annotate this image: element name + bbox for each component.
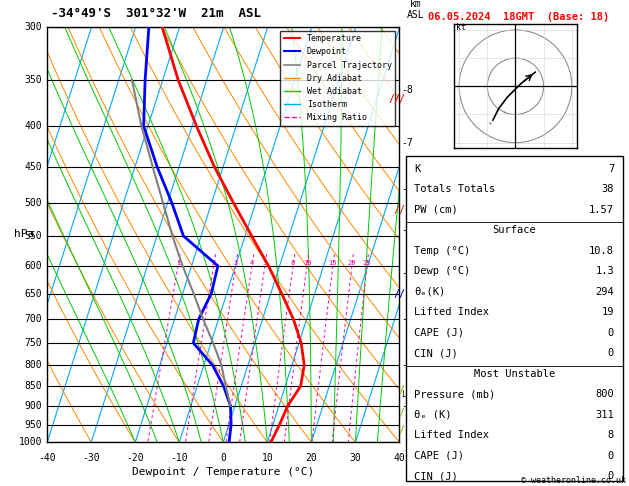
FancyBboxPatch shape xyxy=(406,156,623,481)
Text: +: + xyxy=(488,120,493,126)
Text: θₑ (K): θₑ (K) xyxy=(415,410,452,420)
Text: 0: 0 xyxy=(608,471,614,481)
Text: -2: -2 xyxy=(401,360,413,370)
Text: 25: 25 xyxy=(363,260,371,266)
Text: 0: 0 xyxy=(608,451,614,461)
Text: -30: -30 xyxy=(82,452,100,463)
Text: -8: -8 xyxy=(401,85,413,95)
Text: -20: -20 xyxy=(126,452,144,463)
Text: 2: 2 xyxy=(211,260,216,266)
Text: 450: 450 xyxy=(25,162,42,172)
Text: 294: 294 xyxy=(595,287,614,297)
Text: 400: 400 xyxy=(25,121,42,131)
Text: Mixing Ratio (g/kg): Mixing Ratio (g/kg) xyxy=(440,179,450,290)
Text: -3: -3 xyxy=(401,314,413,324)
Text: 950: 950 xyxy=(25,419,42,430)
Text: 800: 800 xyxy=(595,389,614,399)
Text: Dewpoint / Temperature (°C): Dewpoint / Temperature (°C) xyxy=(132,467,314,477)
Text: CIN (J): CIN (J) xyxy=(415,348,458,358)
Text: /: / xyxy=(393,94,399,104)
Text: 30: 30 xyxy=(350,452,361,463)
Text: 500: 500 xyxy=(25,198,42,208)
Text: 0: 0 xyxy=(608,348,614,358)
Text: θₑ(K): θₑ(K) xyxy=(415,287,445,297)
Text: K: K xyxy=(415,164,421,174)
Text: PW (cm): PW (cm) xyxy=(415,205,458,215)
Text: -40: -40 xyxy=(38,452,56,463)
Text: kt: kt xyxy=(456,23,466,32)
Text: Dewp (°C): Dewp (°C) xyxy=(415,266,470,276)
Text: 550: 550 xyxy=(25,231,42,241)
Text: Most Unstable: Most Unstable xyxy=(474,369,555,379)
Text: 650: 650 xyxy=(25,289,42,298)
Text: CAPE (J): CAPE (J) xyxy=(415,451,464,461)
Text: © weatheronline.co.uk: © weatheronline.co.uk xyxy=(521,476,626,485)
Text: /: / xyxy=(398,408,404,418)
Text: -1: -1 xyxy=(401,401,413,411)
Text: 350: 350 xyxy=(25,75,42,85)
Text: /: / xyxy=(398,205,404,215)
Text: CIN (J): CIN (J) xyxy=(415,471,458,481)
Text: 15: 15 xyxy=(328,260,337,266)
Text: 06.05.2024  18GMT  (Base: 18): 06.05.2024 18GMT (Base: 18) xyxy=(428,12,610,22)
Text: 10.8: 10.8 xyxy=(589,246,614,256)
Text: 40: 40 xyxy=(394,452,405,463)
Text: -7: -7 xyxy=(401,138,413,148)
Text: Surface: Surface xyxy=(493,225,536,235)
Text: 10: 10 xyxy=(262,452,273,463)
Text: Lifted Index: Lifted Index xyxy=(415,307,489,317)
Text: 1.3: 1.3 xyxy=(595,266,614,276)
Text: km
ASL: km ASL xyxy=(406,0,424,20)
Text: 311: 311 xyxy=(595,410,614,420)
Legend: Temperature, Dewpoint, Parcel Trajectory, Dry Adiabat, Wet Adiabat, Isotherm, Mi: Temperature, Dewpoint, Parcel Trajectory… xyxy=(281,31,395,125)
Text: 7: 7 xyxy=(608,164,614,174)
Text: -5: -5 xyxy=(401,225,413,235)
Text: 1000: 1000 xyxy=(18,437,42,447)
Text: LCL: LCL xyxy=(401,390,416,399)
Text: 850: 850 xyxy=(25,381,42,391)
Text: -34°49'S  301°32'W  21m  ASL: -34°49'S 301°32'W 21m ASL xyxy=(51,7,260,20)
Text: /: / xyxy=(393,205,399,215)
Text: -6: -6 xyxy=(401,184,413,194)
Text: 38: 38 xyxy=(601,184,614,194)
Text: Pressure (mb): Pressure (mb) xyxy=(415,389,496,399)
Text: 10: 10 xyxy=(303,260,311,266)
Text: 8: 8 xyxy=(608,430,614,440)
Text: 5: 5 xyxy=(263,260,267,266)
Text: /: / xyxy=(398,94,404,104)
Text: hPa: hPa xyxy=(14,229,35,240)
Text: 19: 19 xyxy=(601,307,614,317)
Text: /: / xyxy=(398,385,404,395)
Text: 20: 20 xyxy=(306,452,317,463)
Text: Lifted Index: Lifted Index xyxy=(415,430,489,440)
Text: /: / xyxy=(398,289,404,298)
Text: 700: 700 xyxy=(25,314,42,324)
Text: 0: 0 xyxy=(220,452,226,463)
Text: 900: 900 xyxy=(25,401,42,411)
Text: 600: 600 xyxy=(25,261,42,271)
Text: 1.57: 1.57 xyxy=(589,205,614,215)
Text: 20: 20 xyxy=(348,260,356,266)
Text: 800: 800 xyxy=(25,360,42,370)
Text: CAPE (J): CAPE (J) xyxy=(415,328,464,338)
Text: 300: 300 xyxy=(25,22,42,32)
Text: Temp (°C): Temp (°C) xyxy=(415,246,470,256)
Text: -4: -4 xyxy=(401,268,413,278)
Text: +: + xyxy=(503,109,506,114)
Text: -10: -10 xyxy=(170,452,188,463)
Text: Totals Totals: Totals Totals xyxy=(415,184,496,194)
Text: 4: 4 xyxy=(250,260,254,266)
Text: /: / xyxy=(388,94,394,104)
Text: 8: 8 xyxy=(291,260,295,266)
Text: 0: 0 xyxy=(608,328,614,338)
Text: /: / xyxy=(398,425,404,435)
Text: 750: 750 xyxy=(25,338,42,348)
Text: 1: 1 xyxy=(176,260,180,266)
Text: /: / xyxy=(393,289,399,298)
Text: 3: 3 xyxy=(233,260,238,266)
